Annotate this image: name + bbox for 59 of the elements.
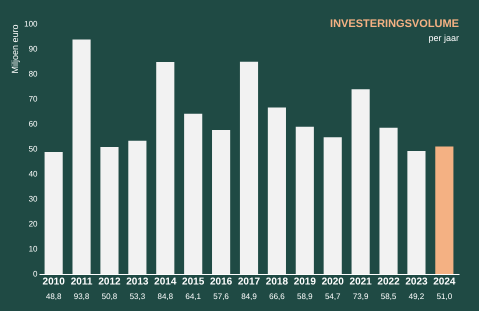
data-label: 51,0 — [436, 292, 453, 301]
y-tick-label: 20 — [28, 220, 38, 228]
x-tick-label: 2021 — [350, 276, 372, 288]
data-label: 54,7 — [324, 292, 342, 301]
chart-title: INVESTERINGSVOLUME — [330, 18, 459, 30]
bar — [296, 126, 314, 274]
bar — [268, 108, 286, 274]
y-tick-label: 90 — [28, 44, 38, 54]
bar — [212, 130, 230, 274]
data-label: 53,3 — [130, 292, 146, 301]
data-label: 58,5 — [380, 292, 397, 301]
x-tick-label: 2018 — [266, 276, 288, 288]
x-tick-label: 2010 — [42, 276, 66, 288]
y-tick-label: 80 — [28, 70, 38, 78]
bar — [407, 151, 426, 274]
bar — [156, 62, 174, 274]
bar — [435, 146, 454, 274]
data-label: 84,9 — [241, 292, 258, 301]
bar — [100, 147, 119, 274]
y-tick-label: 40 — [28, 170, 38, 178]
y-tick-label: 50 — [28, 144, 38, 154]
x-tick-label: 2015 — [182, 276, 205, 288]
y-tick-label: 70 — [28, 94, 38, 104]
bar — [379, 128, 398, 274]
y-tick-label: 10 — [28, 244, 38, 254]
y-tick-label: 30 — [28, 194, 38, 204]
bar — [324, 137, 342, 274]
data-label: 73,9 — [352, 292, 369, 301]
data-label: 58,9 — [297, 292, 314, 301]
bar — [352, 89, 370, 274]
bar — [72, 40, 91, 274]
x-tick-label: 2016 — [210, 276, 233, 288]
x-tick-label: 2024 — [433, 276, 456, 288]
data-label: 49,2 — [408, 292, 425, 301]
data-label: 84,8 — [157, 292, 174, 301]
bar — [184, 114, 202, 274]
x-tick-label: 2012 — [98, 276, 122, 288]
data-label: 57,6 — [213, 292, 230, 301]
y-tick-label: 0 — [33, 270, 38, 278]
x-tick-label: 2014 — [154, 276, 177, 288]
data-label: 48,8 — [46, 292, 62, 301]
bar — [128, 140, 146, 274]
x-tick-label: 2017 — [238, 276, 261, 288]
x-tick-label: 2020 — [322, 276, 344, 288]
data-label: 93,8 — [74, 292, 90, 301]
x-tick-label: 2022 — [377, 276, 400, 288]
y-tick-label: 100 — [24, 20, 38, 28]
data-label: 66,6 — [269, 292, 286, 301]
x-tick-label: 2019 — [294, 276, 316, 288]
text: per jaar — [428, 33, 460, 43]
x-tick-label: 2011 — [70, 276, 93, 288]
data-label: 64,1 — [185, 292, 202, 301]
data-label: 50,8 — [102, 292, 118, 301]
x-tick-label: 2013 — [126, 276, 149, 288]
bar — [44, 152, 63, 274]
x-tick-label: 2023 — [405, 276, 428, 288]
bar — [240, 62, 258, 274]
y-tick-label: 60 — [28, 120, 38, 128]
y-axis-title: Miljoen euro — [10, 24, 20, 74]
